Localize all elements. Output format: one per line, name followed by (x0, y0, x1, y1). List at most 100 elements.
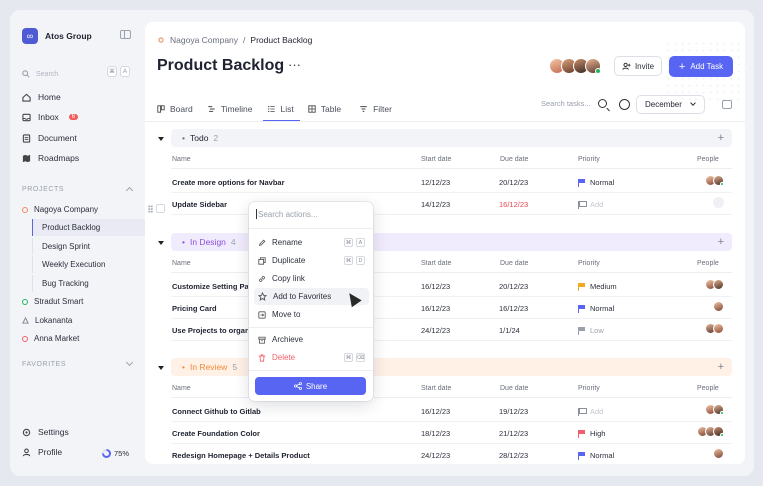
section-label: PROJECTS (22, 186, 65, 193)
priority-cell[interactable]: Add (578, 407, 603, 416)
column-header-name[interactable]: Name (172, 260, 191, 267)
flag-icon (578, 283, 585, 291)
priority-cell[interactable]: High (578, 429, 605, 438)
sidebar-search-input[interactable]: Search ⌘ A (22, 66, 132, 82)
column-header-due[interactable]: Due date (500, 385, 529, 392)
menu-item-delete[interactable]: Delete ⌘ ⌫ (254, 349, 369, 366)
priority-cell[interactable]: Add (578, 200, 603, 209)
action-search-input[interactable]: Search actions... (256, 209, 366, 225)
breadcrumb-parent[interactable]: Nagoya Company (170, 35, 239, 45)
project-lokananta[interactable]: Lokananta (22, 316, 72, 325)
assignees[interactable] (705, 404, 724, 415)
projects-section-header[interactable]: PROJECTS (22, 186, 134, 195)
tab-board[interactable]: Board (157, 97, 193, 121)
invite-button[interactable]: Invite (614, 56, 662, 76)
tab-timeline[interactable]: Timeline (207, 97, 253, 121)
sidebar-item-profile[interactable]: Profile (22, 447, 62, 457)
subproject-product-backlog[interactable]: Product Backlog (32, 219, 147, 236)
settings-gear-icon[interactable] (619, 99, 630, 110)
column-header-people[interactable]: People (697, 260, 719, 267)
priority-cell[interactable]: Low (578, 326, 604, 335)
column-header-priority[interactable]: Priority (578, 260, 600, 267)
subproject-weekly-execution[interactable]: Weekly Execution (32, 256, 147, 273)
column-header-start[interactable]: Start date (421, 260, 452, 267)
table-row[interactable]: Create more options for Navbar 12/12/23 20… (171, 171, 732, 193)
menu-item-copy-link[interactable]: Copy link (254, 270, 369, 287)
month-select[interactable]: December (636, 95, 705, 114)
project-nagoya-company[interactable]: Nagoya Company (22, 205, 98, 214)
online-indicator (720, 182, 724, 186)
assignees[interactable] (713, 448, 724, 459)
group-collapse-icon[interactable] (158, 137, 164, 141)
assignees[interactable] (705, 175, 724, 186)
sidebar-item-document[interactable]: Document (22, 133, 77, 143)
online-indicator (720, 433, 724, 437)
group-collapse-icon[interactable] (158, 366, 164, 370)
add-assignee-icon[interactable] (713, 197, 724, 208)
drag-handle-icon[interactable] (148, 205, 153, 213)
menu-item-duplicate[interactable]: Duplicate ⌘ D (254, 252, 369, 269)
column-header-priority[interactable]: Priority (578, 156, 600, 163)
priority-cell[interactable]: Medium (578, 282, 617, 291)
column-header-start[interactable]: Start date (421, 385, 452, 392)
column-header-due[interactable]: Due date (500, 156, 529, 163)
assignees[interactable] (705, 279, 724, 290)
assignees[interactable] (697, 426, 724, 437)
column-header-name[interactable]: Name (172, 156, 191, 163)
assignees[interactable] (713, 301, 724, 312)
table-row[interactable]: Redesign Homepage + Details Product 24/12… (171, 444, 732, 464)
add-task-button[interactable]: + Add Task (669, 56, 733, 77)
workspace-switcher[interactable]: ∞ Atos Group (22, 28, 92, 44)
panel-toggle-icon[interactable] (722, 100, 732, 109)
tab-table[interactable]: Table (308, 97, 341, 121)
table-row[interactable]: Customize Setting Pa 16/12/23 20/12/23 Medi… (171, 275, 732, 297)
favorites-section-header[interactable]: FAVORITES (22, 358, 134, 368)
sidebar-collapse-icon[interactable] (120, 30, 131, 39)
priority-cell[interactable]: Normal (578, 178, 614, 187)
menu-item-move-to[interactable]: Move to (254, 306, 369, 323)
task-search-input[interactable]: Search tasks... (541, 99, 591, 108)
project-label: Anna Market (34, 334, 80, 343)
filter-button[interactable]: Filter (359, 97, 392, 121)
subproject-design-sprint[interactable]: Design Sprint (32, 238, 147, 255)
assignees[interactable] (713, 197, 724, 208)
priority-cell[interactable]: Normal (578, 304, 614, 313)
add-row-icon[interactable]: + (717, 236, 724, 248)
menu-item-archive[interactable]: Archieve (254, 331, 369, 348)
project-anna-market[interactable]: Anna Market (22, 334, 79, 343)
subproject-bug-tracking[interactable]: Bug Tracking (32, 275, 147, 292)
add-row-icon[interactable]: + (717, 132, 724, 144)
group-collapse-icon[interactable] (158, 241, 164, 245)
add-row-icon[interactable]: + (717, 361, 724, 373)
table-row[interactable]: Pricing Card 16/12/23 16/12/23 Normal (171, 297, 732, 319)
table-row[interactable]: Use Projects to organ 24/12/23 1/1/24 Low (171, 319, 732, 341)
tab-list[interactable]: List (262, 97, 301, 121)
column-header-people[interactable]: People (697, 385, 719, 392)
column-header-due[interactable]: Due date (500, 260, 529, 267)
table-row[interactable]: Connect Github to Gitlab 16/12/23 19/12/23… (171, 400, 732, 422)
menu-item-add-to-favorites[interactable]: Add to Favorites (254, 288, 369, 305)
project-stradut-smart[interactable]: Stradut Smart (22, 297, 83, 306)
menu-item-rename[interactable]: Rename ⌘ A (254, 234, 369, 251)
column-header-name[interactable]: Name (172, 385, 191, 392)
priority-label: Medium (590, 282, 617, 291)
share-button[interactable]: Share (255, 377, 366, 395)
sidebar-item-roadmaps[interactable]: Roadmaps (22, 153, 79, 163)
search-icon[interactable] (598, 99, 607, 108)
sidebar-item-inbox[interactable]: Inbox 6 (22, 112, 79, 122)
table-row[interactable]: Update Sidebar 14/12/23 16/12/23 Add (171, 193, 732, 215)
more-options-icon[interactable]: ··· (288, 57, 301, 72)
column-header-people[interactable]: People (697, 156, 719, 163)
group-header-todo[interactable]: • Todo 2 + (171, 129, 732, 147)
sidebar-item-home[interactable]: Home (22, 92, 61, 102)
row-checkbox[interactable] (156, 204, 165, 213)
member-avatars[interactable] (549, 58, 601, 74)
assignees[interactable] (705, 323, 724, 334)
priority-cell[interactable]: Normal (578, 451, 614, 460)
breadcrumb-current: Product Backlog (250, 35, 313, 45)
table-row[interactable]: Create Foundation Color 18/12/23 21/12/23 H… (171, 422, 732, 444)
start-date: 24/12/23 (421, 451, 451, 460)
column-header-priority[interactable]: Priority (578, 385, 600, 392)
sidebar-item-settings[interactable]: Settings (22, 427, 69, 437)
column-header-start[interactable]: Start date (421, 156, 452, 163)
